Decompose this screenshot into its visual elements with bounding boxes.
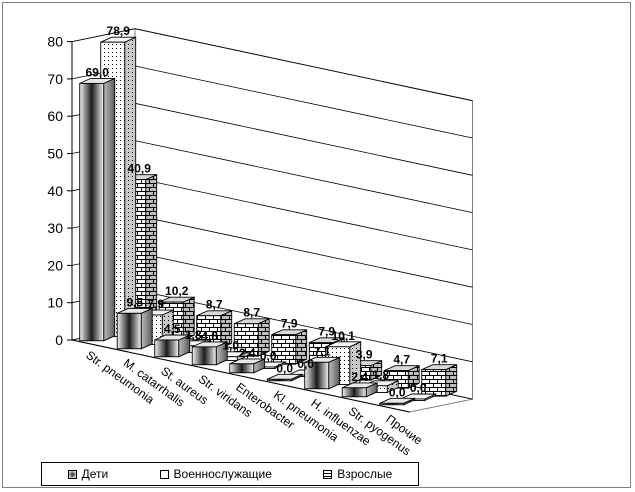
y-tick-label: 70	[47, 71, 63, 87]
bar-side	[124, 36, 137, 338]
legend-item-deti: Дети	[67, 467, 109, 481]
y-tick-label: 20	[47, 257, 63, 273]
bar	[271, 329, 308, 365]
x-axis-line	[71, 339, 410, 413]
bar	[341, 382, 378, 398]
data-label: 7,1	[314, 344, 331, 358]
data-label: 0,0	[410, 381, 427, 395]
data-label: 4,8	[201, 329, 218, 343]
legend-label: Военнослужащие	[173, 467, 272, 481]
data-label: 2,4	[351, 370, 368, 384]
bar-front	[116, 312, 142, 350]
data-label: 8,7	[206, 298, 223, 312]
data-label: 10,1	[332, 329, 356, 343]
data-label: 69,0	[86, 65, 110, 79]
bar	[379, 397, 416, 406]
bar-front	[271, 334, 297, 365]
legend-label: Дети	[81, 467, 109, 481]
bar	[304, 356, 341, 390]
bar-front	[341, 387, 367, 398]
bar	[229, 358, 266, 374]
y-tick-label: 50	[47, 146, 63, 162]
y-tick-label: 60	[47, 108, 63, 124]
bar-front	[266, 378, 292, 382]
data-label: 78,9	[107, 24, 131, 38]
data-label: 0,0	[276, 361, 293, 375]
bar-front	[304, 361, 330, 390]
legend-swatch-dots-icon	[159, 469, 169, 479]
data-label: 1,8	[372, 368, 389, 382]
data-label: 3,9	[356, 348, 373, 362]
data-label: 7,9	[147, 297, 164, 311]
y-tick-label: 30	[47, 220, 63, 236]
data-label: 1,8	[185, 328, 202, 342]
y-tick-label: 40	[47, 183, 63, 199]
bar-side	[140, 307, 153, 350]
data-label: 40,9	[128, 162, 152, 176]
legend-item-voennosluzhashchie: Военнослужащие	[159, 467, 272, 481]
y-tick-label: 80	[47, 34, 63, 50]
bar-front	[229, 363, 255, 374]
data-label: 0,0	[297, 357, 314, 371]
data-label: 4,5	[164, 322, 181, 336]
legend-label: Взрослые	[337, 467, 393, 481]
data-label: 7,9	[281, 317, 298, 331]
data-label: 7,1	[431, 352, 448, 366]
data-label: 10,2	[165, 284, 189, 298]
legend-swatch-gradient-icon	[67, 469, 77, 479]
bar	[191, 341, 228, 366]
chart-frame: 0 10 20 30 40 50 60 70 80 Str. pneumonia M. catarr…	[2, 2, 631, 488]
bar-side	[103, 77, 116, 342]
chart-legend: Дети Военнослужащие Взрослые	[41, 462, 419, 486]
legend-item-vzroslye: Взрослые	[323, 467, 392, 481]
bar-front	[379, 402, 405, 406]
bar	[266, 373, 303, 382]
legend-swatch-brick-icon	[323, 469, 333, 479]
data-label: 1,0	[222, 339, 239, 353]
data-label: 0,0	[260, 349, 277, 363]
bar-front	[154, 339, 180, 358]
y-tick-label: 10	[47, 295, 63, 311]
gridline	[71, 28, 473, 102]
y-tick-label: 0	[55, 332, 63, 348]
data-label: 9,5	[126, 295, 143, 309]
bar	[79, 77, 116, 342]
bar	[154, 334, 191, 358]
data-label: 0,0	[389, 385, 406, 399]
bar-front	[79, 82, 105, 342]
bar	[383, 365, 420, 389]
bar	[116, 307, 153, 350]
data-label: 2,4	[239, 346, 256, 360]
bar	[233, 318, 270, 357]
bar-front	[191, 346, 217, 366]
data-label: 4,7	[393, 353, 410, 367]
data-label: 7,9	[318, 325, 335, 339]
data-label: 8,7	[243, 306, 260, 320]
bar	[421, 364, 458, 397]
